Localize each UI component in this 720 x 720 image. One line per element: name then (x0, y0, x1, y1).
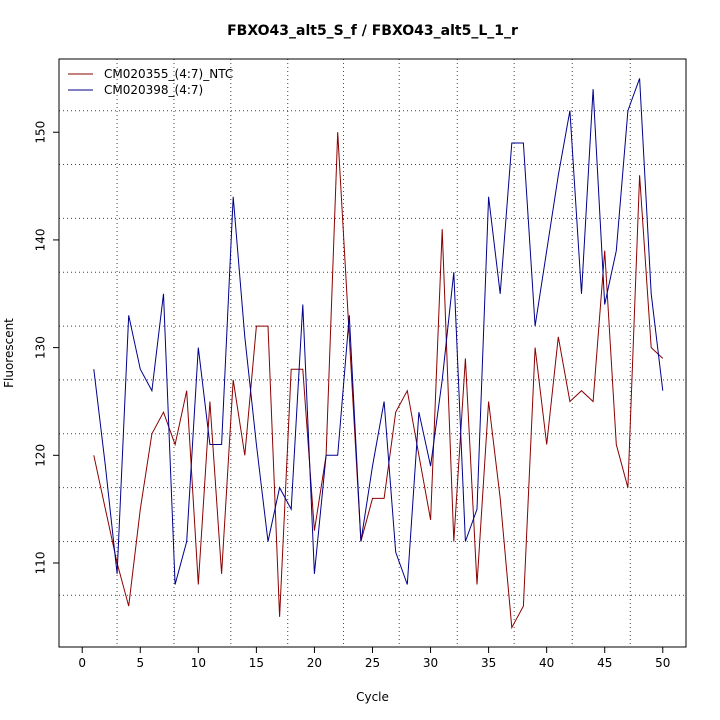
x-tick-label: 50 (655, 656, 670, 670)
legend-label-1: CM020355_(4:7)_NTC (104, 67, 233, 81)
legend: CM020355_(4:7)_NTC CM020398_(4:7) (68, 67, 233, 97)
x-tick-label: 10 (191, 656, 206, 670)
x-tick-label: 15 (249, 656, 264, 670)
y-tick-label: 150 (34, 121, 48, 144)
x-tick-label: 20 (307, 656, 322, 670)
x-tick-label: 45 (597, 656, 612, 670)
legend-label-2: CM020398_(4:7) (104, 83, 203, 97)
x-tick-label: 25 (365, 656, 380, 670)
axis-layer: 0 5 10 15 20 25 30 35 40 45 50 110 120 130 140 150 (34, 121, 671, 670)
series-layer (93, 78, 664, 630)
y-tick-label: 130 (34, 336, 48, 359)
y-axis-title: Fluorescent (2, 318, 16, 388)
y-tick-label: 120 (34, 444, 48, 467)
series-line-2 (93, 78, 664, 585)
x-tick-label: 5 (136, 656, 144, 670)
x-tick-label: 30 (423, 656, 438, 670)
x-tick-label: 35 (481, 656, 496, 670)
x-tick-label: 40 (539, 656, 554, 670)
x-axis-title: Cycle (356, 690, 389, 704)
chart-title: FBXO43_alt5_S_f / FBXO43_alt5_L_1_r (227, 23, 518, 39)
grid-layer (59, 59, 686, 647)
series-line-1 (93, 132, 664, 630)
y-tick-label: 110 (34, 552, 48, 575)
x-tick-label: 0 (78, 656, 86, 670)
y-tick-label: 140 (34, 228, 48, 251)
